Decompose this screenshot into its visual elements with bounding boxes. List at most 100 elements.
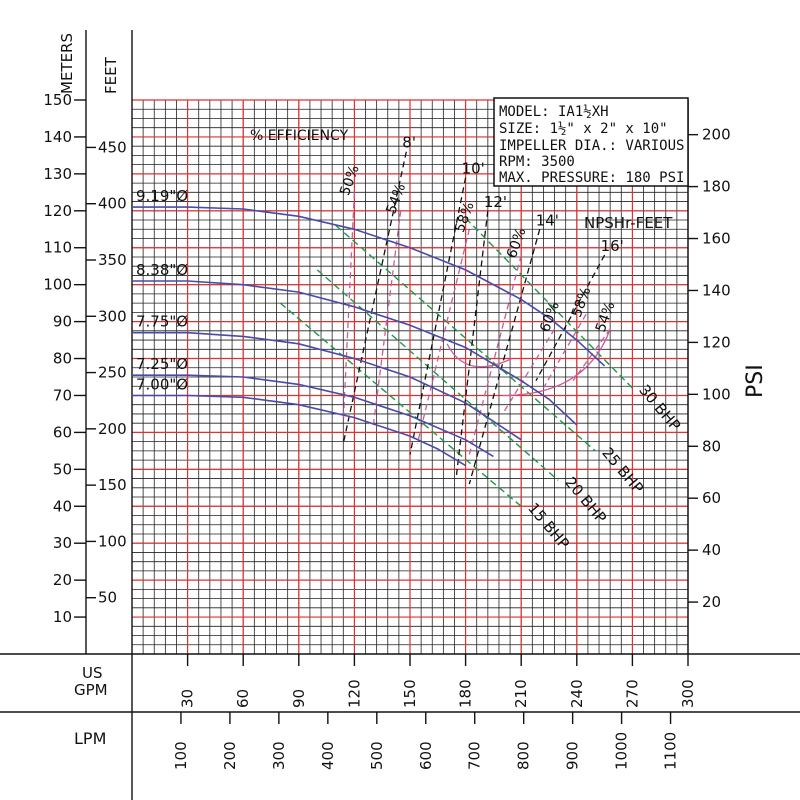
gpm-tick-label: 120 — [345, 679, 363, 708]
efficiency-label: 60% — [504, 226, 530, 261]
impeller-label: 7.75"Ø — [136, 313, 188, 331]
meters-tick-label: 10 — [53, 608, 72, 626]
meters-tick-label: 120 — [43, 202, 72, 220]
psi-tick-label: 200 — [702, 126, 731, 144]
feet-tick-label: 200 — [98, 420, 127, 438]
lpm-tick-label: 500 — [368, 741, 386, 770]
meters-tick-label: 60 — [53, 423, 72, 441]
data-curves — [132, 151, 633, 507]
impeller-label: 7.00"Ø — [136, 375, 188, 393]
efficiency-envelope — [502, 328, 611, 397]
gpm-tick-label: 210 — [512, 679, 530, 708]
meters-tick-label: 140 — [43, 128, 72, 146]
meters-tick-label: 100 — [43, 276, 72, 294]
npsh-line — [535, 254, 606, 382]
npsh-title: NPSHr-FEET — [584, 214, 673, 232]
npsh-label: 12' — [484, 193, 507, 211]
meters-tick-label: 130 — [43, 165, 72, 183]
meters-axis-title: METERS — [58, 33, 76, 94]
lpm-tick-label: 700 — [466, 741, 484, 770]
efficiency-envelope — [446, 343, 513, 368]
axis-labels: 10 20 30 40 50 60 70 80 90 100 110 120 130 140 150 50 10… — [43, 91, 730, 770]
gpm-tick-label: 240 — [568, 679, 586, 708]
lpm-tick-label: 300 — [270, 741, 288, 770]
lpm-tick-label: 1100 — [662, 732, 680, 770]
gpm-tick-label: 300 — [679, 679, 697, 708]
npsh-label: 16' — [601, 237, 624, 255]
psi-tick-label: 20 — [702, 593, 721, 611]
npsh-label: 8' — [402, 134, 416, 152]
gpm-tick-label: 90 — [290, 689, 308, 708]
lpm-axis-title: LPM — [74, 729, 106, 748]
impeller-label: 8.38"Ø — [136, 261, 188, 279]
psi-tick-label: 120 — [702, 333, 731, 351]
psi-tick-label: 180 — [702, 178, 731, 196]
feet-tick-label: 350 — [98, 251, 127, 269]
bhp-label: 25 BHP — [598, 444, 647, 497]
efficiency-line — [416, 229, 470, 444]
feet-tick-label: 400 — [98, 195, 127, 213]
head-curve — [132, 206, 606, 367]
bhp-line — [335, 225, 596, 452]
efficiency-label: 60% — [537, 300, 563, 335]
info-box: MODEL: IA1½XH SIZE: 1½" x 2" x 10" IMPEL… — [493, 97, 689, 187]
psi-tick-label: 80 — [702, 437, 721, 455]
feet-tick-label: 250 — [98, 364, 127, 382]
efficiency-line — [342, 192, 356, 422]
info-impeller: IMPELLER DIA.: VARIOUS — [499, 138, 684, 154]
impeller-label: 9.19"Ø — [136, 187, 188, 205]
psi-tick-label: 100 — [702, 385, 731, 403]
gpm-tick-label: 270 — [623, 679, 641, 708]
psi-tick-label: 140 — [702, 281, 731, 299]
lpm-tick-label: 1000 — [613, 732, 631, 770]
gpm-tick-label: 180 — [457, 679, 475, 708]
lpm-tick-label: 900 — [564, 741, 582, 770]
npsh-line — [409, 177, 467, 455]
meters-tick-label: 30 — [53, 534, 72, 552]
psi-axis-title: PSI — [743, 364, 768, 398]
npsh-label: 14' — [536, 211, 559, 229]
feet-tick-label: 450 — [98, 138, 127, 156]
lpm-tick-label: 200 — [221, 741, 239, 770]
meters-tick-label: 70 — [53, 386, 72, 404]
efficiency-line — [372, 210, 402, 429]
info-size: SIZE: 1½" x 2" x 10" — [499, 121, 668, 137]
lpm-tick-label: 400 — [319, 741, 337, 770]
chart-frame — [0, 30, 800, 800]
meters-tick-label: 110 — [43, 239, 72, 257]
efficiency-line — [502, 328, 556, 415]
info-model: MODEL: IA1½XH — [499, 104, 609, 120]
bhp-line — [465, 217, 633, 389]
gpm-tick-label: 30 — [179, 689, 197, 708]
bhp-line — [316, 269, 559, 481]
meters-tick-label: 80 — [53, 350, 72, 368]
feet-tick-label: 300 — [98, 307, 127, 325]
feet-tick-label: 50 — [98, 589, 117, 607]
feet-tick-label: 100 — [98, 532, 127, 550]
npsh-line — [455, 210, 489, 477]
npsh-label: 10' — [462, 160, 485, 178]
psi-tick-label: 160 — [702, 230, 731, 248]
meters-tick-label: 90 — [53, 313, 72, 331]
gpm-axis-title-1: US — [82, 664, 103, 682]
efficiency-label: 58% — [569, 285, 595, 320]
gpm-tick-label: 150 — [401, 679, 419, 708]
gpm-tick-label: 60 — [234, 689, 252, 708]
npsh-line — [468, 229, 541, 485]
bhp-label: 20 BHP — [561, 473, 610, 526]
head-curve — [132, 374, 494, 458]
head-curve — [132, 394, 467, 467]
impeller-label: 7.25"Ø — [136, 355, 188, 373]
meters-tick-label: 40 — [53, 497, 72, 515]
head-curve — [132, 280, 578, 426]
lpm-tick-label: 100 — [172, 741, 190, 770]
bhp-line — [279, 302, 522, 507]
lpm-tick-label: 800 — [515, 741, 533, 770]
feet-tick-label: 150 — [98, 476, 127, 494]
gpm-axis-title-2: GPM — [74, 681, 108, 699]
head-curve — [132, 331, 522, 441]
info-rpm: RPM: 3500 — [499, 154, 575, 170]
efficiency-line — [542, 313, 587, 389]
meters-tick-label: 150 — [43, 91, 72, 109]
